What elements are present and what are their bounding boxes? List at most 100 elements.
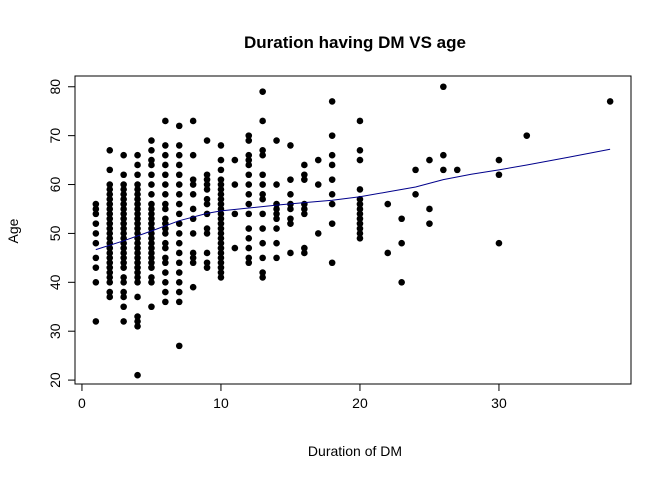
data-point — [217, 274, 225, 281]
data-point — [328, 151, 336, 159]
data-point — [328, 161, 336, 169]
x-tick-label: 0 — [78, 395, 86, 411]
data-point — [148, 205, 155, 213]
data-point — [245, 156, 253, 164]
data-point — [120, 318, 127, 325]
data-point — [217, 200, 225, 208]
data-point — [120, 303, 127, 311]
data-point — [412, 166, 419, 174]
data-point — [148, 215, 155, 223]
data-point — [217, 166, 225, 174]
data-point — [495, 239, 503, 247]
data-point — [217, 230, 225, 237]
data-point — [148, 147, 155, 154]
data-point — [259, 151, 266, 159]
data-point — [162, 239, 169, 247]
data-point — [92, 264, 100, 271]
data-point — [120, 249, 127, 257]
data-point — [356, 220, 364, 227]
data-point — [189, 181, 197, 188]
data-point — [273, 137, 280, 144]
data-point — [203, 195, 211, 203]
data-point — [148, 264, 155, 271]
data-point — [314, 230, 322, 237]
data-point — [273, 205, 280, 213]
data-point — [120, 151, 127, 159]
data-point — [217, 259, 225, 267]
data-point — [162, 142, 169, 149]
data-point — [134, 210, 141, 218]
data-point — [162, 288, 169, 296]
data-point — [134, 181, 141, 188]
data-point — [162, 200, 169, 208]
data-point — [148, 274, 155, 281]
data-point — [356, 215, 364, 223]
data-point — [384, 249, 392, 257]
data-point — [259, 210, 266, 218]
data-point — [175, 161, 183, 169]
data-point — [175, 200, 183, 208]
data-point — [134, 318, 141, 325]
data-point — [106, 249, 114, 257]
data-point — [134, 244, 141, 252]
data-point — [245, 235, 253, 242]
data-point — [120, 195, 127, 203]
data-point — [175, 151, 183, 159]
data-point — [273, 215, 280, 223]
data-point — [120, 259, 127, 267]
data-point — [92, 220, 100, 227]
data-point — [175, 210, 183, 218]
data-point — [134, 220, 141, 227]
data-point — [203, 225, 211, 232]
data-point — [148, 279, 155, 286]
data-point — [245, 244, 253, 252]
data-point — [328, 176, 336, 183]
data-point — [301, 161, 308, 169]
data-point — [356, 147, 364, 154]
trend-line-group — [95, 148, 611, 251]
data-point — [495, 156, 503, 164]
data-point — [245, 254, 253, 262]
data-point — [328, 98, 336, 105]
data-point — [259, 269, 266, 276]
data-point — [120, 210, 127, 218]
y-axis-label: Age — [5, 218, 21, 243]
data-point — [231, 210, 239, 218]
data-point — [301, 171, 308, 179]
data-point — [287, 215, 294, 223]
data-point — [134, 215, 141, 223]
data-point — [606, 98, 614, 105]
data-point — [106, 191, 114, 198]
y-tick-label: 20 — [47, 372, 63, 388]
data-point — [189, 191, 197, 198]
data-point — [217, 176, 225, 183]
data-point — [314, 156, 322, 164]
data-point — [217, 235, 225, 242]
data-point — [259, 274, 266, 281]
data-point — [217, 195, 225, 203]
data-point — [245, 137, 253, 144]
data-point — [162, 191, 169, 198]
data-point — [92, 200, 100, 208]
data-point — [328, 200, 336, 208]
data-point — [92, 318, 100, 325]
data-point — [106, 279, 114, 286]
data-point — [175, 220, 183, 227]
data-point — [92, 279, 100, 286]
data-point — [217, 264, 225, 271]
data-point — [134, 269, 141, 276]
data-point — [175, 269, 183, 276]
data-point — [148, 249, 155, 257]
data-point — [287, 142, 294, 149]
data-point — [356, 235, 364, 242]
data-point — [148, 161, 155, 169]
data-point — [203, 264, 211, 271]
plot-area-frame — [74, 75, 632, 385]
data-point — [356, 200, 364, 208]
data-point — [259, 239, 266, 247]
data-point — [189, 230, 197, 237]
data-point — [175, 342, 183, 350]
data-point — [92, 239, 100, 247]
data-point — [328, 132, 336, 139]
data-point — [412, 191, 419, 198]
